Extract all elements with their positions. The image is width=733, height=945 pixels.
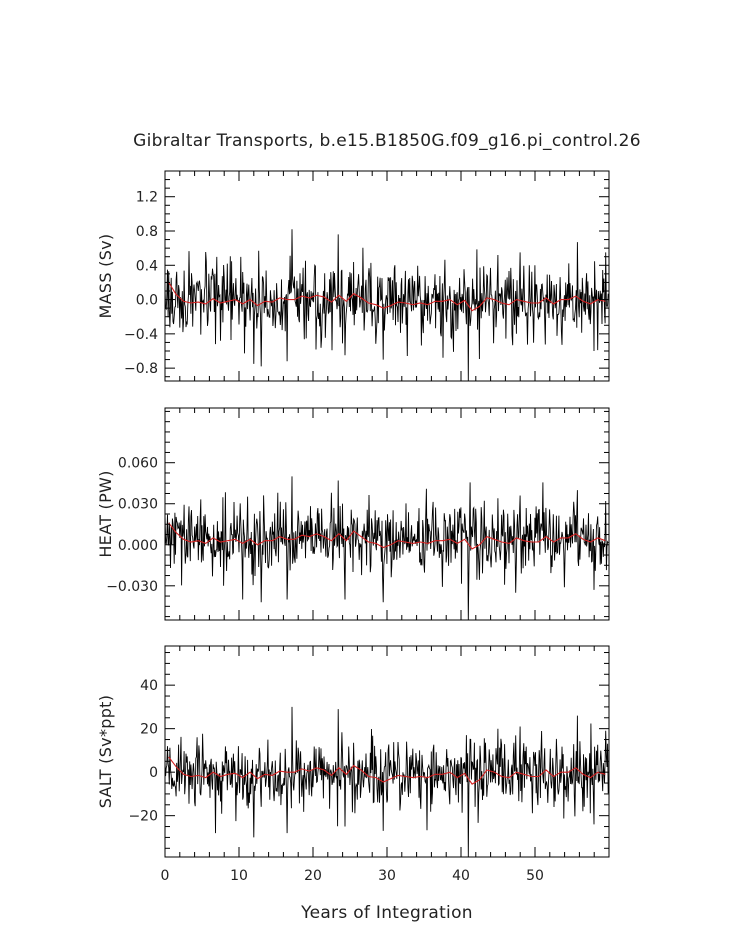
x-tick-label: 30 — [378, 868, 396, 884]
y-axis-label-salt: SALT (Sv*ppt) — [96, 695, 115, 809]
y-tick-label-salt: 20 — [140, 722, 158, 738]
x-tick-label: 0 — [161, 868, 170, 884]
y-tick-label-mass: 1.2 — [136, 190, 158, 206]
y-tick-label-mass: −0.4 — [124, 327, 158, 343]
panel-mass: −0.8 −0.4 0.0 0.4 0.8 1.2 MASS (Sv) — [96, 170, 610, 382]
series-monthly-heat — [164, 476, 609, 621]
y-tick-label-mass: 0.8 — [136, 224, 158, 240]
y-tick-label-mass: −0.8 — [124, 361, 158, 377]
y-tick-label-heat: 0.000 — [118, 538, 158, 554]
series-monthly-mass — [164, 229, 609, 382]
panel-salt: −20 0 20 40 SALT (Sv*ppt) 0 10 20 30 40 50 — [96, 645, 610, 884]
plot-frame-salt — [164, 645, 610, 858]
panels: −0.8 −0.4 0.0 0.4 0.8 1.2 MASS (Sv) −0.030 0.000… — [96, 170, 610, 884]
y-tick-label-heat: 0.060 — [118, 456, 158, 472]
series-monthly-salt — [164, 706, 609, 858]
x-axis-label: Years of Integration — [300, 903, 473, 923]
series-annual-mean-mass — [168, 282, 606, 312]
y-tick-label-mass: 0.0 — [136, 293, 158, 309]
x-tick-label: 50 — [526, 868, 544, 884]
y-tick-label-salt: 0 — [149, 765, 158, 781]
x-tick-label: 20 — [304, 868, 322, 884]
y-axis-label-mass: MASS (Sv) — [96, 234, 115, 319]
y-tick-label-salt: 40 — [140, 678, 158, 694]
y-tick-label-mass: 0.4 — [136, 258, 158, 274]
x-tick-label: 40 — [452, 868, 470, 884]
y-tick-label-heat: −0.030 — [106, 579, 158, 595]
y-tick-label-salt: −20 — [128, 809, 158, 825]
y-tick-label-heat: 0.030 — [118, 497, 158, 513]
series-annual-mean-salt — [168, 756, 606, 785]
y-axis-label-heat: HEAT (PW) — [96, 470, 115, 557]
figure-title: Gibraltar Transports, b.e15.B1850G.f09_g… — [133, 131, 641, 151]
x-tick-label: 10 — [230, 868, 248, 884]
series-annual-mean-heat — [168, 522, 606, 550]
